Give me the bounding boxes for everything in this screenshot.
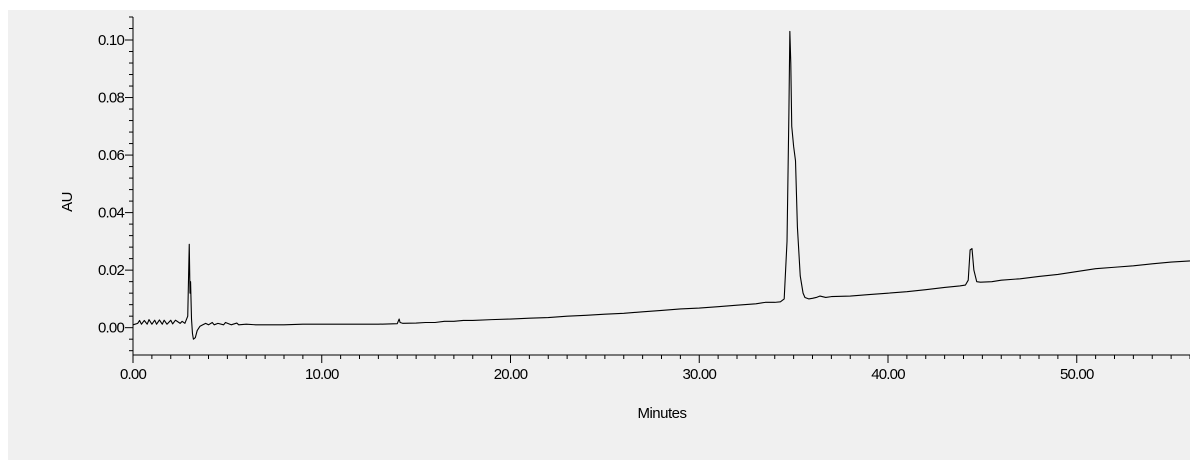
x-tick-label: 40.00 xyxy=(871,366,905,383)
y-tick-label: 0.06 xyxy=(98,147,124,164)
y-tick-label: 0.04 xyxy=(98,205,124,222)
x-tick-label: 30.00 xyxy=(682,366,716,383)
y-tick-label: 0.00 xyxy=(98,320,124,337)
x-tick-label: 10.00 xyxy=(305,366,339,383)
chromatogram-chart: 0.00 0.02 0.04 0.06 0.08 0.10 0.00 10.00 20.00 3… xyxy=(59,16,1190,422)
y-tick-label: 0.08 xyxy=(98,90,124,107)
x-tick-label: 0.00 xyxy=(120,366,146,383)
y-tick-label: 0.10 xyxy=(98,32,124,49)
x-tick-label: 50.00 xyxy=(1060,366,1094,383)
x-axis-ticks: 0.00 10.00 20.00 30.00 40.00 50.00 xyxy=(120,355,1190,383)
chromatogram-trace xyxy=(132,30,1190,340)
y-axis-ticks: 0.00 0.02 0.04 0.06 0.08 0.10 xyxy=(98,16,133,352)
axes xyxy=(132,17,1190,356)
y-axis-label: AU xyxy=(59,192,76,212)
x-tick-label: 20.00 xyxy=(494,366,528,383)
x-axis-label: Minutes xyxy=(637,405,686,422)
plot-area xyxy=(132,30,1190,340)
chart-panel: 0.00 0.02 0.04 0.06 0.08 0.10 0.00 10.00 20.00 3… xyxy=(8,10,1190,460)
y-tick-label: 0.02 xyxy=(98,262,124,279)
